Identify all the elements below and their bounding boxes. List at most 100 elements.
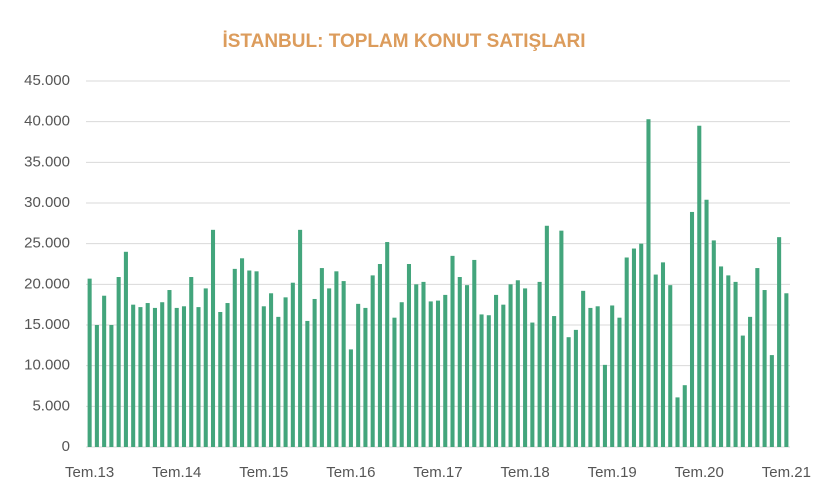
bar [704,199,709,447]
bar [210,229,216,447]
bar [733,281,738,447]
bar [145,303,150,447]
y-tick-label: 35.000 [24,153,70,170]
bar [588,307,593,447]
bar [298,229,303,447]
bar [247,270,252,447]
bar [152,307,157,447]
bar [414,284,419,447]
bar [385,242,390,447]
bar [181,306,187,447]
bar [312,298,317,447]
bar [94,325,99,447]
y-tick-label: 5.000 [32,397,70,414]
bar [254,271,259,447]
bar [501,304,506,447]
bar [334,271,339,447]
x-tick-label: Tem.20 [675,464,724,481]
bar [762,290,767,447]
bar [552,316,557,447]
bar [131,304,136,447]
bar [218,311,223,447]
bar [276,316,281,447]
bar [486,315,491,447]
y-tick-label: 40.000 [24,113,70,130]
bar [617,317,622,447]
bar [87,278,92,447]
bar [624,257,629,447]
y-tick-label: 25.000 [24,235,70,252]
bar [508,284,513,447]
y-tick-label: 20.000 [24,275,70,292]
bar [305,320,310,447]
bar [682,385,687,447]
bar [464,285,470,447]
bar [443,294,448,447]
bar [102,295,107,447]
x-tick-label: Tem.19 [588,464,637,481]
bar [602,364,607,447]
bar [290,282,295,447]
bar [450,255,455,447]
x-tick-label: Tem.18 [500,464,549,481]
bar [261,306,266,447]
y-tick-label: 30.000 [24,194,70,211]
bar [639,243,644,447]
bar [748,316,753,447]
bar [327,288,332,447]
bar [660,262,666,447]
bar [240,258,245,447]
bar [348,349,353,447]
bar [653,274,658,447]
bar [399,302,404,447]
bar [631,248,636,447]
bar [123,251,128,447]
chart-title: İSTANBUL: TOPLAM KONUT SATIŞLARI [222,31,585,52]
x-tick-label: Tem.14 [152,464,201,481]
bar [573,329,578,447]
bar [174,307,179,447]
bar [726,275,731,447]
bar [138,307,143,447]
bar [116,277,121,447]
bar [530,322,535,447]
bar [421,281,426,447]
y-tick-label: 0 [62,438,70,455]
bar [523,288,528,447]
bar [319,268,324,447]
bar [479,314,484,447]
bar [494,294,499,447]
bar [668,285,673,447]
bar [377,264,382,447]
x-tick-label: Tem.16 [326,464,375,481]
bar [189,277,194,447]
bar [697,125,702,447]
bar [283,297,288,447]
bar [719,266,724,447]
bar [160,302,165,447]
bar [711,240,716,447]
bar [566,337,571,447]
bar [392,317,397,447]
bar [769,355,774,447]
bar [435,300,441,447]
bar [610,305,615,447]
bar [755,268,760,447]
bar [363,307,368,447]
bar [740,335,745,447]
bar [341,281,346,447]
y-tick-label: 10.000 [24,357,70,374]
bar [472,259,477,447]
bar [109,325,114,447]
bar [406,264,412,447]
bar [370,275,375,447]
bar [232,268,237,447]
bar [559,230,564,447]
bar [675,397,680,447]
x-tick-label: Tem.15 [239,464,288,481]
bar [537,281,542,447]
x-tick-label: Tem.17 [413,464,462,481]
bar [595,306,600,447]
bar [581,290,586,447]
bar [269,293,274,447]
